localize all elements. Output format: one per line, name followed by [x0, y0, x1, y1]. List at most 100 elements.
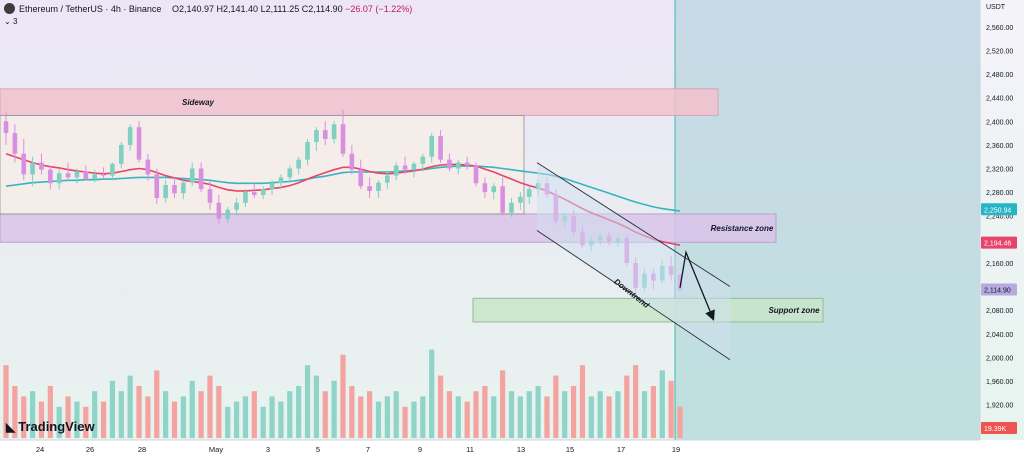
volume-bar: [233, 401, 240, 438]
volume-bar: [606, 396, 612, 438]
volume-bar: [65, 396, 71, 438]
price-label-text: 2,250.94: [984, 207, 1011, 214]
candle-body: [198, 168, 204, 190]
volume-bar: [562, 391, 568, 438]
y-tick-label: 2,240.00: [986, 214, 1013, 221]
volume-bar: [83, 406, 89, 438]
volume-bar: [207, 375, 213, 438]
volume-bar: [30, 391, 36, 438]
candle-body: [331, 124, 337, 139]
zone-label-1: Resistance zone: [711, 224, 774, 233]
volume-bar: [473, 391, 479, 438]
price-label-text: 2,114.90: [984, 288, 1011, 295]
volume-bar: [92, 391, 98, 438]
candle-body: [296, 159, 301, 169]
candle-body: [243, 192, 248, 203]
candle-body: [110, 163, 115, 176]
candle-body: [358, 169, 364, 187]
volume-bar: [570, 386, 577, 438]
channel-upper-line[interactable]: [536, 162, 731, 287]
candle-body: [420, 156, 426, 164]
downtrend-channel-fill: [537, 162, 730, 360]
volume-bar: [624, 375, 630, 438]
candle-body: [172, 185, 177, 194]
x-tick-label: May: [209, 445, 223, 454]
candle-body: [340, 124, 346, 154]
price-label-badge: [981, 236, 1017, 249]
candle-body: [278, 177, 284, 184]
candle-body: [118, 144, 124, 164]
x-tick-label: 3: [266, 445, 270, 454]
candle-body: [367, 186, 372, 191]
x-tick-label: 7: [366, 445, 370, 454]
volume-bar: [136, 386, 142, 438]
candle-body: [56, 173, 62, 184]
candle-body: [3, 121, 9, 134]
tradingview-brand[interactable]: ◣ TradingView: [6, 419, 95, 434]
candle-body: [314, 130, 319, 142]
candle-body: [411, 163, 417, 170]
volume-bar: [331, 380, 337, 438]
y-tick-label: 2,560.00: [986, 25, 1013, 32]
ethereum-icon: [4, 3, 15, 14]
volume-bar: [677, 406, 683, 438]
volume-bar: [429, 349, 435, 438]
volume-bar: [12, 386, 18, 438]
price-label-text: 2,194.46: [984, 241, 1011, 248]
zone-0[interactable]: [0, 88, 719, 116]
candle-body: [287, 168, 293, 178]
candle-body: [393, 165, 399, 176]
y-tick-label: 2,280.00: [986, 190, 1013, 197]
candle-body: [526, 189, 532, 197]
y-tick-label: 1,920.00: [986, 403, 1013, 410]
price-axis-background: [980, 0, 1024, 440]
candle-body: [12, 133, 18, 154]
projection-arrow[interactable]: [679, 249, 715, 321]
volume-bar: [455, 396, 461, 438]
candle-body: [429, 136, 434, 157]
candle-body: [269, 183, 275, 190]
indicator-toggle[interactable]: ⌄ 3: [4, 17, 18, 26]
candle-body: [260, 189, 266, 196]
price-label-badge: [981, 422, 1017, 434]
volume-bar: [163, 391, 169, 438]
x-tick-label: 5: [316, 445, 320, 454]
volume-bar: [482, 386, 488, 438]
candle-body: [322, 130, 328, 139]
sideway-range-box[interactable]: [0, 114, 525, 215]
candle-body: [385, 175, 390, 183]
price-change: −26.07 (−1.22%): [345, 4, 413, 14]
volume-bar: [154, 370, 160, 438]
volume-bar: [109, 380, 116, 438]
volume-bar: [47, 386, 53, 438]
volume-bar: [544, 396, 550, 438]
volume-bar: [375, 401, 382, 438]
price-label-badge: [981, 203, 1017, 216]
zone-1[interactable]: [0, 213, 777, 243]
channel-lower-line[interactable]: [536, 230, 731, 361]
volume-bar: [198, 391, 204, 438]
volume-bar: [358, 396, 364, 438]
volume-bar: [526, 391, 532, 438]
candle-body: [509, 202, 514, 213]
volume-bar: [269, 396, 275, 438]
candle-body: [127, 127, 133, 145]
candle-body: [305, 141, 310, 160]
y-tick-label: 2,520.00: [986, 48, 1013, 55]
volume-bar: [304, 365, 311, 438]
volume-bar: [296, 386, 302, 438]
y-tick-label: 2,440.00: [986, 96, 1013, 103]
symbol-title[interactable]: Ethereum / TetherUS · 4h · Binance: [19, 4, 162, 14]
volume-bar: [508, 391, 515, 438]
candle-body: [455, 162, 461, 169]
currency-label: USDT: [986, 4, 1006, 11]
x-tick-label: 11: [466, 445, 474, 454]
volume-bar: [3, 365, 9, 438]
time-axis-background: [0, 440, 1024, 458]
volume-bar: [189, 380, 195, 438]
candle-body: [181, 182, 186, 194]
volume-bar: [517, 396, 523, 438]
candle-body: [464, 162, 470, 166]
zone-label-2: Support zone: [768, 306, 820, 315]
